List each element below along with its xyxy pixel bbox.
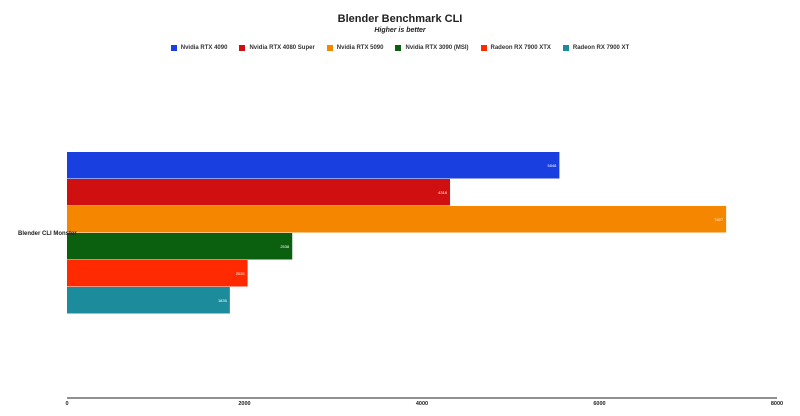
bar — [67, 233, 293, 260]
legend-item[interactable]: Nvidia RTX 5090 — [326, 45, 384, 51]
bar — [67, 152, 560, 179]
legend-label: Radeon RX 7900 XTX — [490, 45, 551, 51]
legend-label: Nvidia RTX 5090 — [336, 45, 384, 51]
legend-swatch — [239, 45, 246, 51]
data-label: 5548 — [547, 163, 557, 168]
category-label: Blender CLI Monster — [18, 231, 77, 237]
legend-label: Nvidia RTX 3090 (MSI) — [405, 45, 469, 51]
x-tick-label: 8000 — [771, 401, 783, 407]
x-tick-label: 6000 — [593, 401, 605, 407]
legend-item[interactable]: Nvidia RTX 4090 — [170, 45, 228, 51]
data-label: 1835 — [218, 298, 228, 303]
legend-swatch — [170, 45, 177, 51]
legend-swatch — [562, 45, 569, 51]
chart-subtitle: Higher is better — [374, 27, 426, 34]
bar — [67, 260, 248, 287]
legend-item[interactable]: Nvidia RTX 4080 Super — [239, 45, 315, 51]
data-label: 7427 — [714, 217, 724, 222]
legend-swatch — [480, 45, 487, 51]
legend-item[interactable]: Radeon RX 7900 XT — [562, 45, 630, 51]
x-tick-label: 2000 — [238, 401, 250, 407]
data-label: 2538 — [280, 244, 290, 249]
legend-item[interactable]: Nvidia RTX 3090 (MSI) — [395, 45, 469, 51]
bar — [67, 287, 230, 314]
chart-title: Blender Benchmark CLI — [337, 13, 463, 25]
legend-label: Nvidia RTX 4080 Super — [249, 45, 315, 51]
x-tick-label: 4000 — [416, 401, 428, 407]
bar — [67, 206, 727, 233]
bar — [67, 179, 451, 206]
legend-item[interactable]: Radeon RX 7900 XTX — [480, 45, 551, 51]
data-label: 4316 — [438, 190, 448, 195]
data-label: 2035 — [236, 271, 246, 276]
legend-swatch — [326, 45, 333, 51]
x-tick-label: 0 — [65, 401, 68, 407]
chart-legend: Nvidia RTX 4090 Nvidia RTX 4080 Super Nvid… — [0, 45, 800, 51]
legend-label: Nvidia RTX 4090 — [180, 45, 228, 51]
legend-label: Radeon RX 7900 XT — [572, 45, 630, 51]
legend-swatch — [395, 45, 402, 51]
